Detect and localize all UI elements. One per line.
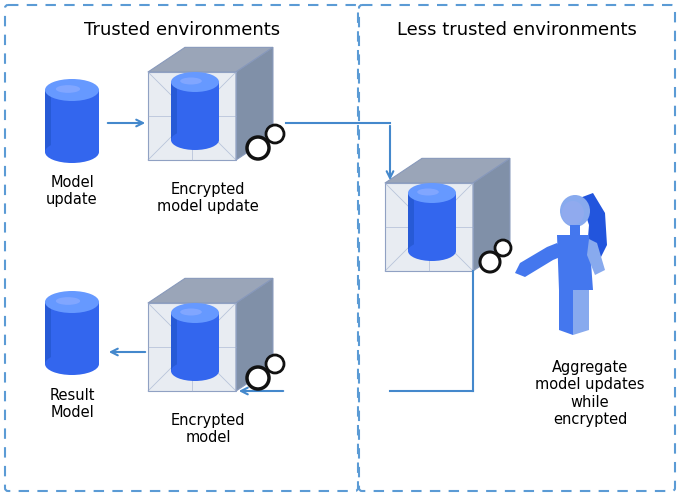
FancyBboxPatch shape [359, 5, 675, 491]
Ellipse shape [480, 252, 500, 272]
Text: Less trusted environments: Less trusted environments [397, 21, 637, 39]
Polygon shape [148, 72, 236, 160]
Text: Model
update: Model update [46, 175, 98, 207]
Ellipse shape [408, 241, 456, 261]
Ellipse shape [45, 291, 99, 313]
Polygon shape [559, 290, 573, 335]
Ellipse shape [56, 85, 80, 93]
FancyBboxPatch shape [5, 5, 358, 491]
Ellipse shape [418, 188, 439, 195]
Polygon shape [148, 303, 236, 391]
Polygon shape [148, 278, 273, 303]
Polygon shape [45, 302, 99, 364]
Ellipse shape [171, 303, 219, 323]
Polygon shape [577, 193, 607, 265]
Ellipse shape [247, 367, 269, 389]
Polygon shape [148, 47, 273, 72]
Polygon shape [570, 225, 580, 235]
Ellipse shape [171, 72, 219, 92]
Ellipse shape [266, 125, 284, 143]
Ellipse shape [171, 130, 219, 150]
Polygon shape [171, 82, 219, 140]
Ellipse shape [45, 141, 99, 163]
Polygon shape [408, 193, 456, 251]
Polygon shape [45, 90, 51, 152]
Polygon shape [557, 235, 593, 290]
Polygon shape [171, 82, 177, 140]
Text: Result
Model: Result Model [49, 388, 95, 420]
Text: Encrypted
model: Encrypted model [171, 413, 245, 445]
Polygon shape [45, 302, 51, 364]
Ellipse shape [171, 361, 219, 381]
Polygon shape [473, 159, 510, 271]
Polygon shape [236, 278, 273, 391]
Polygon shape [171, 313, 177, 371]
Polygon shape [573, 290, 589, 335]
Ellipse shape [495, 240, 511, 256]
Ellipse shape [247, 137, 269, 159]
Polygon shape [385, 159, 510, 183]
Ellipse shape [266, 355, 284, 373]
Ellipse shape [45, 79, 99, 101]
Text: Encrypted
model update: Encrypted model update [157, 182, 259, 214]
Polygon shape [171, 313, 219, 371]
Ellipse shape [180, 78, 202, 84]
Ellipse shape [560, 195, 590, 227]
Polygon shape [515, 243, 565, 277]
Polygon shape [236, 47, 273, 160]
Ellipse shape [408, 183, 456, 203]
Ellipse shape [180, 309, 202, 316]
Polygon shape [385, 183, 473, 271]
Ellipse shape [562, 201, 584, 225]
Ellipse shape [45, 353, 99, 375]
Polygon shape [408, 193, 414, 251]
Ellipse shape [56, 297, 80, 305]
Text: Trusted environments: Trusted environments [84, 21, 280, 39]
Polygon shape [587, 239, 605, 275]
Polygon shape [45, 90, 99, 152]
Text: Aggregate
model updates
while
encrypted: Aggregate model updates while encrypted [535, 360, 645, 427]
